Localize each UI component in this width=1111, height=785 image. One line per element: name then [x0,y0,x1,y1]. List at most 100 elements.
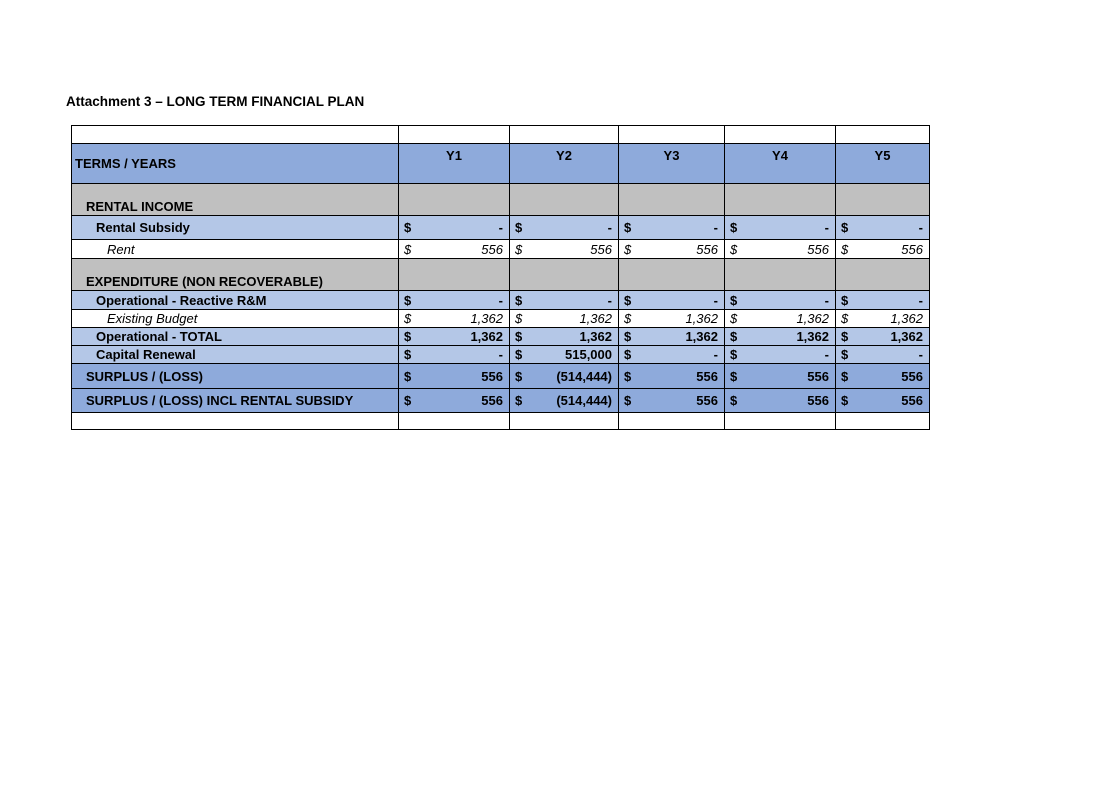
section-cell [398,183,510,216]
currency-sign: $ [398,327,419,346]
currency-sign: $ [509,388,530,413]
row-label: Existing Budget [71,309,399,328]
section-cell [724,183,836,216]
table-row: Capital Renewal $ - $515,000 $ - $ - $ - [71,345,930,364]
value-cell: 1,362 [418,327,510,346]
document-title: Attachment 3 – LONG TERM FINANCIAL PLAN [66,94,365,109]
value-cell: (514,444) [529,388,619,413]
value-cell: - [529,215,619,240]
value-cell: 556 [418,363,510,389]
table-row: Rent $556 $556 $556 $556 $556 [71,239,930,259]
currency-sign: $ [724,215,745,240]
table-row: Rental Subsidy $ - $ - $ - $ - $ - [71,215,930,240]
currency-sign: $ [509,327,530,346]
value-cell: 556 [638,363,725,389]
value-cell: 556 [638,239,725,259]
value-cell: 1,362 [638,309,725,328]
value-cell: - [855,290,930,310]
currency-sign: $ [618,290,639,310]
value-cell: - [418,215,510,240]
currency-sign: $ [835,345,856,364]
table-row: RENTAL INCOME [71,183,930,216]
row-label: Operational - TOTAL [71,327,399,346]
table-row: SURPLUS / (LOSS) $556 $ (514,444) $556 $556 $5… [71,363,930,389]
section-cell [835,258,930,291]
currency-sign: $ [509,363,530,389]
currency-sign: $ [398,309,419,328]
currency-sign: $ [835,363,856,389]
table-row: Operational - Reactive R&M $ - $ - $ - $ - $ - [71,290,930,310]
currency-sign: $ [509,215,530,240]
value-cell: - [744,290,836,310]
value-cell: 556 [418,239,510,259]
header-year-1: Y1 [398,143,510,184]
currency-sign: $ [724,309,745,328]
currency-sign: $ [724,327,745,346]
value-cell: - [418,290,510,310]
value-cell: 556 [744,388,836,413]
value-cell: 1,362 [855,309,930,328]
header-year-3: Y3 [618,143,725,184]
row-label: SURPLUS / (LOSS) [71,363,399,389]
section-cell [398,258,510,291]
currency-sign: $ [835,388,856,413]
currency-sign: $ [398,388,419,413]
currency-sign: $ [618,239,639,259]
currency-sign: $ [618,345,639,364]
value-cell: - [638,215,725,240]
section-cell [618,258,725,291]
currency-sign: $ [835,327,856,346]
currency-sign: $ [724,239,745,259]
value-cell: 1,362 [855,327,930,346]
value-cell: - [638,290,725,310]
blank-row-bottom [71,412,930,430]
value-cell: 556 [744,363,836,389]
value-cell: 1,362 [529,309,619,328]
row-label: Capital Renewal [71,345,399,364]
value-cell: - [855,215,930,240]
section-cell [509,183,619,216]
currency-sign: $ [724,345,745,364]
currency-sign: $ [398,215,419,240]
value-cell: - [418,345,510,364]
currency-sign: $ [618,215,639,240]
section-cell [509,258,619,291]
header-year-5: Y5 [835,143,930,184]
row-label: RENTAL INCOME [71,183,399,216]
value-cell: 1,362 [418,309,510,328]
value-cell: (514,444) [529,363,619,389]
value-cell: 515,000 [529,345,619,364]
currency-sign: $ [618,309,639,328]
currency-sign: $ [724,363,745,389]
currency-sign: $ [835,215,856,240]
header-terms-years: TERMS / YEARS [71,143,399,184]
row-label: EXPENDITURE (NON RECOVERABLE) [71,258,399,291]
value-cell: 556 [529,239,619,259]
currency-sign: $ [398,239,419,259]
value-cell: 556 [744,239,836,259]
value-cell: 1,362 [529,327,619,346]
currency-sign: $ [835,290,856,310]
currency-sign: $ [509,309,530,328]
currency-sign: $ [724,388,745,413]
currency-sign: $ [509,239,530,259]
section-cell [835,183,930,216]
section-cell [724,258,836,291]
value-cell: 556 [855,388,930,413]
value-cell: 1,362 [638,327,725,346]
value-cell: - [744,215,836,240]
currency-sign: $ [618,363,639,389]
table-row: Existing Budget $1,362 $1,362 $1,362 $1,362 $… [71,309,930,328]
value-cell: - [744,345,836,364]
currency-sign: $ [398,345,419,364]
value-cell: - [638,345,725,364]
value-cell: - [529,290,619,310]
currency-sign: $ [398,290,419,310]
table-row: EXPENDITURE (NON RECOVERABLE) [71,258,930,291]
table-row: SURPLUS / (LOSS) INCL RENTAL SUBSIDY $556… [71,388,930,413]
value-cell: - [855,345,930,364]
table-row: Operational - TOTAL $1,362 $1,362 $1,362 $1,… [71,327,930,346]
value-cell: 556 [855,239,930,259]
section-cell [618,183,725,216]
currency-sign: $ [398,363,419,389]
